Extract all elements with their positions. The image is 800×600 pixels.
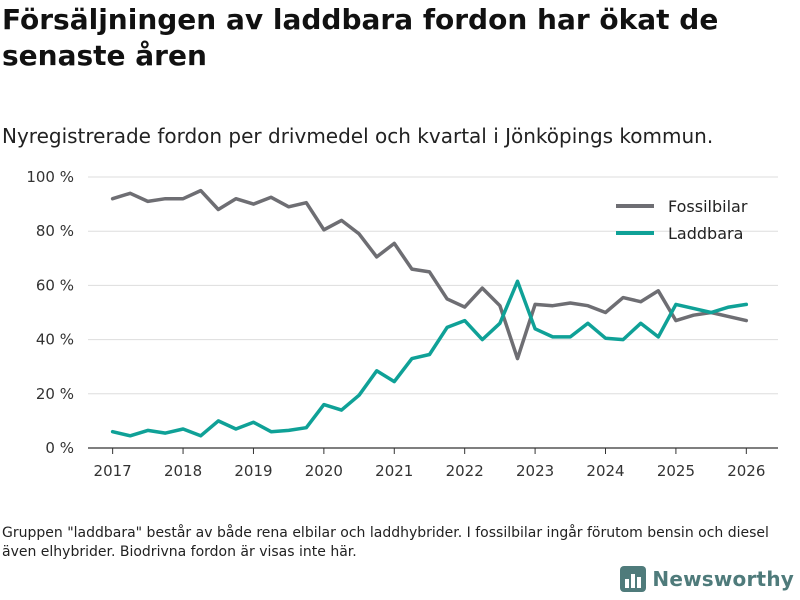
x-tick-label: 2023 xyxy=(516,462,554,480)
y-tick-label: 0 % xyxy=(45,439,74,457)
series-line-laddbara xyxy=(110,279,749,438)
y-tick-label: 100 % xyxy=(26,168,74,186)
x-tick-label: 2026 xyxy=(727,462,765,480)
brand-name: Newsworthy xyxy=(652,567,794,591)
series-line-fossilbilar xyxy=(110,188,749,361)
x-tick-label: 2019 xyxy=(234,462,272,480)
x-tick-label: 2021 xyxy=(375,462,413,480)
legend: Fossilbilar Laddbara xyxy=(616,197,748,243)
legend-fossilbilar-label: Fossilbilar xyxy=(668,197,748,216)
footnote: Gruppen "laddbara" består av både rena e… xyxy=(2,525,769,560)
x-tick-label: 2020 xyxy=(305,462,343,480)
y-tick-label: 80 % xyxy=(36,222,74,240)
chart-title: Försäljningen av laddbara fordon har öka… xyxy=(2,3,719,72)
x-tick-label: 2018 xyxy=(164,462,202,480)
y-tick-label: 60 % xyxy=(36,276,74,294)
x-tick-label: 2022 xyxy=(446,462,484,480)
x-tick-label: 2017 xyxy=(94,462,132,480)
chart-subtitle: Nyregistrerade fordon per drivmedel och … xyxy=(2,124,714,148)
y-tick-label: 20 % xyxy=(36,385,74,403)
bar-chart-icon xyxy=(620,566,647,592)
y-tick-label: 40 % xyxy=(36,331,74,349)
x-tick-label: 2025 xyxy=(657,462,695,480)
grid-lines xyxy=(88,176,778,395)
line-chart: 0 % 20 % 40 % 60 % 80 % 100 % 2017 2018 2019 2020… xyxy=(26,168,778,480)
x-tick-label: 2024 xyxy=(586,462,624,480)
brand-logo: Newsworthy xyxy=(620,566,794,592)
series-lines xyxy=(110,188,749,438)
axes: 0 % 20 % 40 % 60 % 80 % 100 % 2017 2018 2019 2020… xyxy=(26,168,778,480)
legend-laddbara-label: Laddbara xyxy=(668,224,743,243)
